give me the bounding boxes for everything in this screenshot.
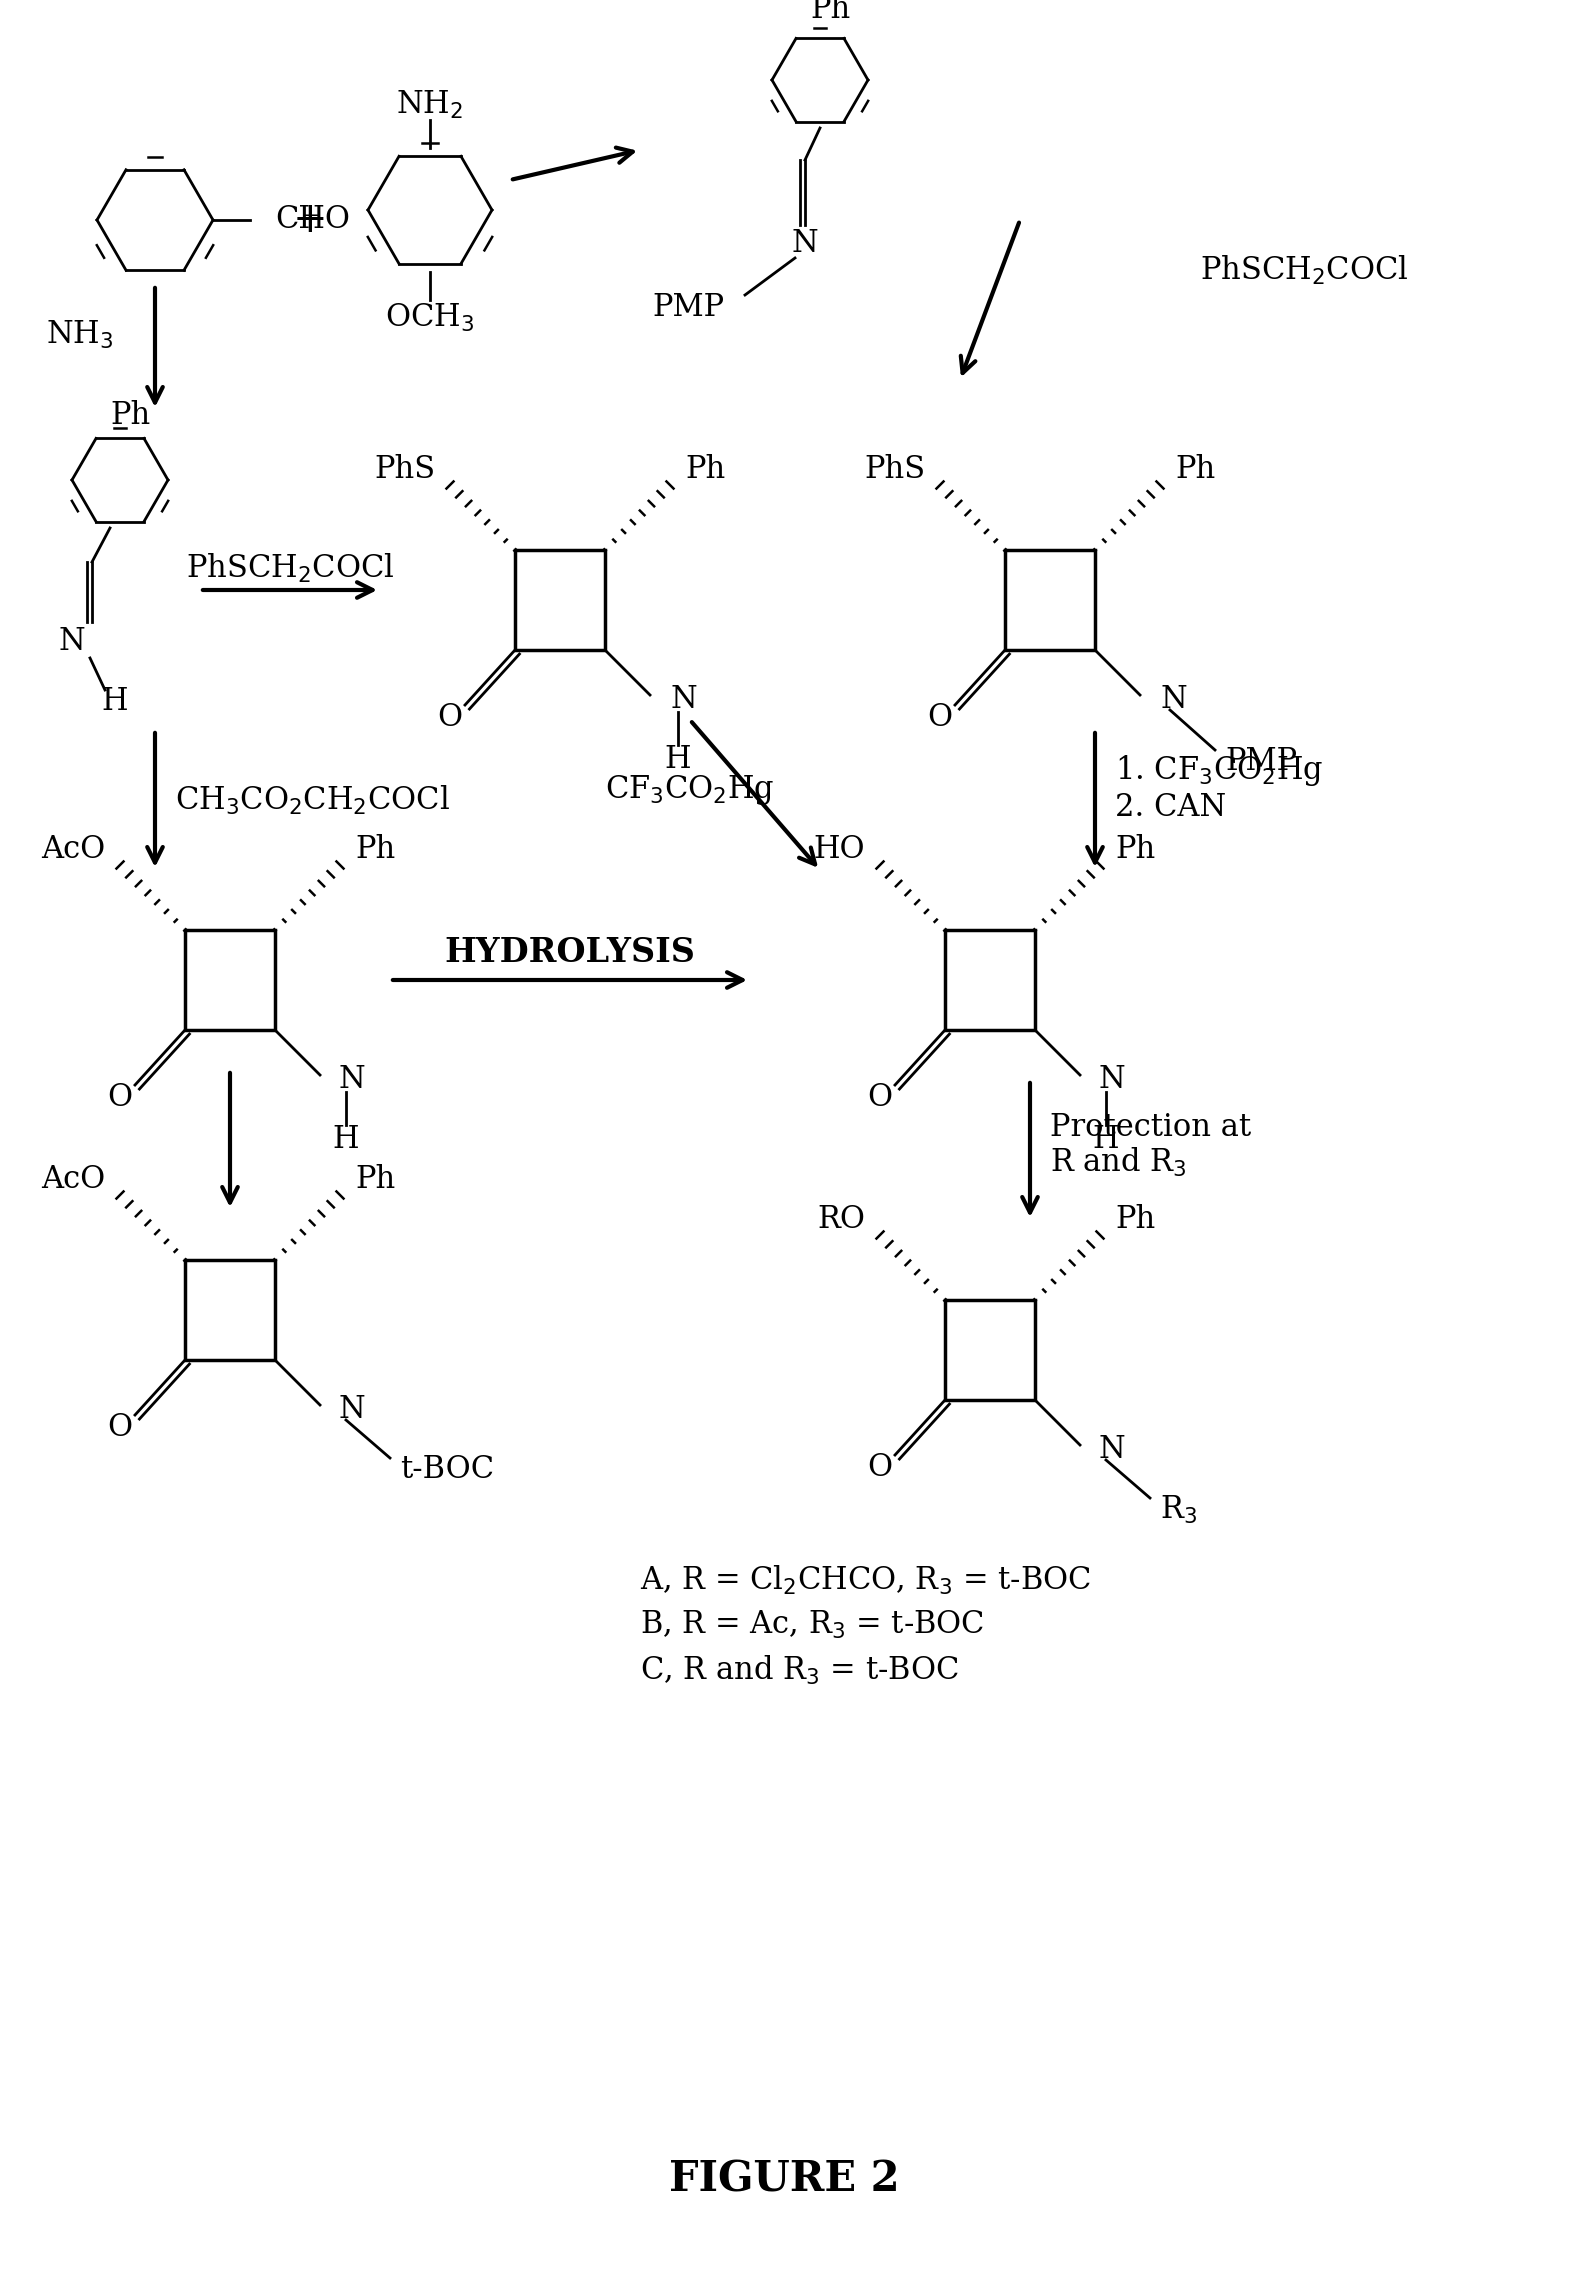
Text: O: O — [868, 1083, 893, 1113]
Text: NH$_2$: NH$_2$ — [397, 89, 463, 121]
Text: Ph: Ph — [1116, 1205, 1155, 1237]
Text: HYDROLYSIS: HYDROLYSIS — [444, 937, 695, 969]
Text: 2. CAN: 2. CAN — [1116, 792, 1227, 824]
Text: FIGURE 2: FIGURE 2 — [668, 2159, 899, 2201]
Text: C, R and R$_3$ = t-BOC: C, R and R$_3$ = t-BOC — [640, 1653, 959, 1685]
Text: A, R = Cl$_2$CHCO, R$_3$ = t-BOC: A, R = Cl$_2$CHCO, R$_3$ = t-BOC — [640, 1564, 1090, 1596]
Bar — [515, 550, 606, 650]
Text: NH$_3$: NH$_3$ — [46, 318, 113, 350]
Text: H: H — [102, 687, 129, 717]
Text: PhS: PhS — [865, 453, 926, 485]
Bar — [945, 1301, 1036, 1399]
Text: +: + — [293, 199, 328, 240]
Bar — [1006, 550, 1095, 650]
Text: PhSCH$_2$COCl: PhSCH$_2$COCl — [1200, 254, 1409, 286]
Text: Ph: Ph — [810, 0, 850, 25]
Text: Ph: Ph — [1116, 834, 1155, 866]
Text: N: N — [1098, 1065, 1125, 1095]
Text: N: N — [58, 627, 85, 657]
Text: CHO: CHO — [275, 204, 350, 236]
Text: Protection at: Protection at — [1050, 1113, 1250, 1143]
Text: PhS: PhS — [373, 453, 435, 485]
Text: N: N — [670, 685, 697, 714]
Text: t-BOC: t-BOC — [400, 1454, 494, 1486]
Text: OCH$_3$: OCH$_3$ — [386, 302, 474, 334]
Text: RO: RO — [817, 1205, 865, 1237]
Text: H: H — [1092, 1124, 1119, 1156]
Text: PhSCH$_2$COCl: PhSCH$_2$COCl — [185, 552, 394, 584]
Text: N: N — [1098, 1434, 1125, 1466]
Bar — [185, 930, 275, 1030]
Text: O: O — [927, 703, 952, 733]
Text: O: O — [868, 1452, 893, 1484]
Text: N: N — [792, 227, 819, 259]
Text: O: O — [438, 703, 463, 733]
Text: Ph: Ph — [355, 1166, 395, 1195]
Text: R$_3$: R$_3$ — [1159, 1493, 1197, 1525]
Text: AcO: AcO — [41, 834, 105, 866]
Text: N: N — [1159, 685, 1186, 714]
Text: B, R = Ac, R$_3$ = t-BOC: B, R = Ac, R$_3$ = t-BOC — [640, 1610, 984, 1642]
Text: 1. CF$_3$CO$_2$Hg: 1. CF$_3$CO$_2$Hg — [1116, 753, 1323, 788]
Bar — [185, 1260, 275, 1360]
Text: O: O — [107, 1083, 132, 1113]
Text: CF$_3$CO$_2$Hg: CF$_3$CO$_2$Hg — [606, 774, 775, 806]
Text: PMP: PMP — [653, 293, 725, 323]
Text: Ph: Ph — [1175, 453, 1216, 485]
Bar — [945, 930, 1036, 1030]
Text: R and R$_3$: R and R$_3$ — [1050, 1145, 1186, 1179]
Text: N: N — [337, 1395, 364, 1424]
Text: H: H — [665, 744, 692, 776]
Text: AcO: AcO — [41, 1166, 105, 1195]
Text: Ph: Ph — [110, 398, 151, 431]
Text: O: O — [107, 1413, 132, 1443]
Text: H: H — [333, 1124, 359, 1156]
Text: Ph: Ph — [355, 834, 395, 866]
Text: Ph: Ph — [686, 453, 725, 485]
Text: CH$_3$CO$_2$CH$_2$COCl: CH$_3$CO$_2$CH$_2$COCl — [176, 783, 450, 818]
Text: N: N — [337, 1065, 364, 1095]
Text: HO: HO — [813, 834, 865, 866]
Text: PMP: PMP — [1225, 747, 1298, 779]
